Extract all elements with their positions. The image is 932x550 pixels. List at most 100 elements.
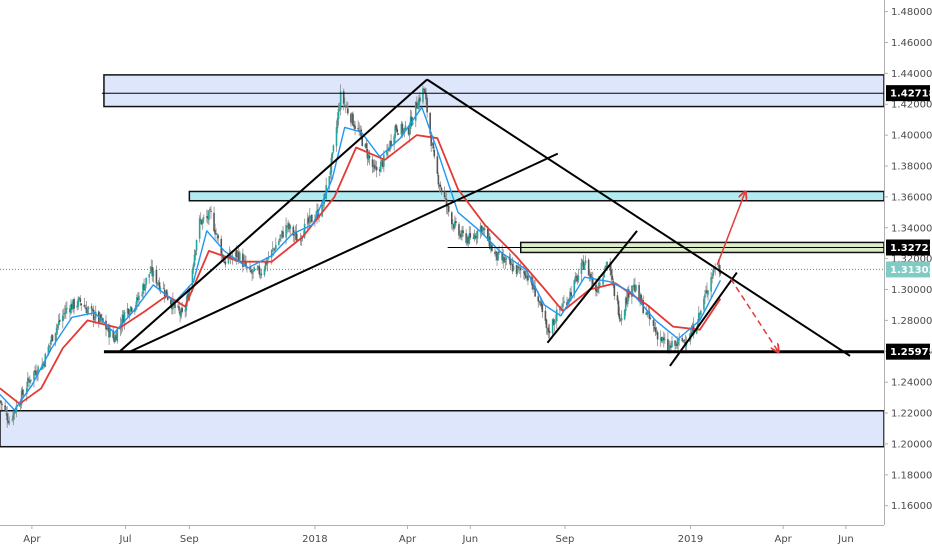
candle-body	[626, 289, 629, 305]
candle-body	[425, 92, 427, 100]
candle-body	[148, 274, 151, 278]
trendline-7[interactable]	[669, 271, 738, 367]
candle-body	[577, 275, 580, 281]
candle-body	[566, 302, 568, 305]
time-tick-label: Apr	[23, 534, 41, 545]
candle-body	[655, 332, 658, 334]
price-tick-label: 1.18000	[891, 470, 932, 481]
trendline-0[interactable]	[118, 78, 428, 353]
candle-body	[365, 143, 368, 148]
candle-body	[613, 282, 616, 297]
candle-body	[245, 262, 247, 267]
candle-body	[383, 155, 385, 167]
trendline-1[interactable]	[426, 78, 851, 357]
candle-body	[712, 269, 714, 277]
candle-body	[656, 332, 659, 340]
candle-body	[57, 321, 60, 325]
candle-body	[184, 309, 187, 312]
zone-3[interactable]	[0, 409, 885, 448]
candle-body	[480, 225, 483, 232]
candle-body	[533, 284, 535, 290]
zone-1[interactable]	[188, 190, 885, 202]
candle-body	[524, 271, 526, 276]
zone-0[interactable]	[103, 74, 885, 108]
time-tick-label: 2018	[302, 534, 327, 545]
candle-body	[187, 293, 190, 300]
candle-body	[236, 251, 239, 257]
candle-body	[677, 339, 679, 345]
candle-body	[407, 126, 410, 135]
candle-body	[328, 176, 331, 186]
candle-body	[532, 284, 534, 290]
candle-body	[322, 205, 324, 207]
candle-body	[47, 346, 50, 356]
candle-body	[417, 107, 419, 110]
candle-body	[18, 405, 21, 407]
candle-body	[165, 289, 168, 298]
candle-body	[14, 411, 17, 413]
price-tick-label: 1.48000	[891, 7, 932, 18]
candle-body	[102, 318, 104, 323]
trendline-6[interactable]	[546, 230, 638, 344]
candle-body	[151, 266, 154, 277]
candle-body	[15, 405, 18, 413]
candle-body	[130, 307, 133, 312]
candle-body	[462, 230, 464, 234]
candle-body	[519, 267, 522, 271]
price-tick-label: 1.36000	[891, 192, 932, 203]
candle-body	[149, 271, 152, 274]
candle-body	[408, 129, 411, 136]
candle-body	[29, 380, 31, 383]
candle-body	[661, 337, 664, 342]
candle-body	[446, 205, 449, 207]
candle-body	[468, 233, 471, 244]
time-axis[interactable]: Apr Jul Sep 2018 Apr Jun Sep 2019 Apr Jun	[0, 525, 932, 550]
candle-body	[501, 252, 504, 260]
candle-body	[619, 319, 622, 321]
candle-body	[286, 226, 288, 228]
candle-body	[65, 308, 67, 313]
candle-body	[242, 253, 244, 267]
candle-body	[107, 325, 109, 331]
candle-body	[354, 125, 356, 129]
candle-body	[350, 113, 352, 123]
candle-body	[237, 252, 240, 262]
candle-body	[674, 340, 676, 346]
candle-body	[73, 299, 75, 309]
candle-body	[34, 370, 36, 373]
candle-body	[635, 285, 637, 291]
candle-body	[375, 166, 378, 171]
candle-body	[465, 233, 467, 243]
candle-body	[25, 388, 28, 395]
candle-body	[337, 109, 340, 120]
candle-body	[142, 284, 144, 295]
candle-body	[638, 285, 640, 300]
candle-body	[660, 337, 663, 342]
candle-body	[576, 276, 579, 282]
candle-body	[114, 335, 117, 342]
candle-body	[587, 259, 590, 276]
candle-body	[12, 412, 15, 420]
candle-body	[512, 265, 515, 271]
candle-body	[85, 307, 88, 313]
candle-body	[70, 304, 72, 314]
candle-body	[631, 285, 633, 297]
candle-body	[403, 128, 406, 131]
bullish-projection-arrow[interactable]	[716, 192, 745, 266]
candle-body	[648, 311, 651, 319]
candle-body	[625, 297, 628, 304]
trendline-2[interactable]	[129, 152, 559, 353]
candle-body	[717, 265, 720, 267]
candle-body	[633, 284, 635, 288]
candle-body	[121, 314, 124, 325]
candle-body	[207, 215, 209, 219]
candle-body	[706, 290, 708, 294]
ema-fast-line	[0, 106, 722, 411]
bearish-projection-arrow[interactable]	[730, 278, 778, 352]
candle-body	[201, 218, 204, 224]
candle-body	[307, 217, 310, 223]
candle-body	[150, 266, 153, 271]
candle-body	[489, 236, 491, 249]
candle-body	[518, 267, 521, 269]
